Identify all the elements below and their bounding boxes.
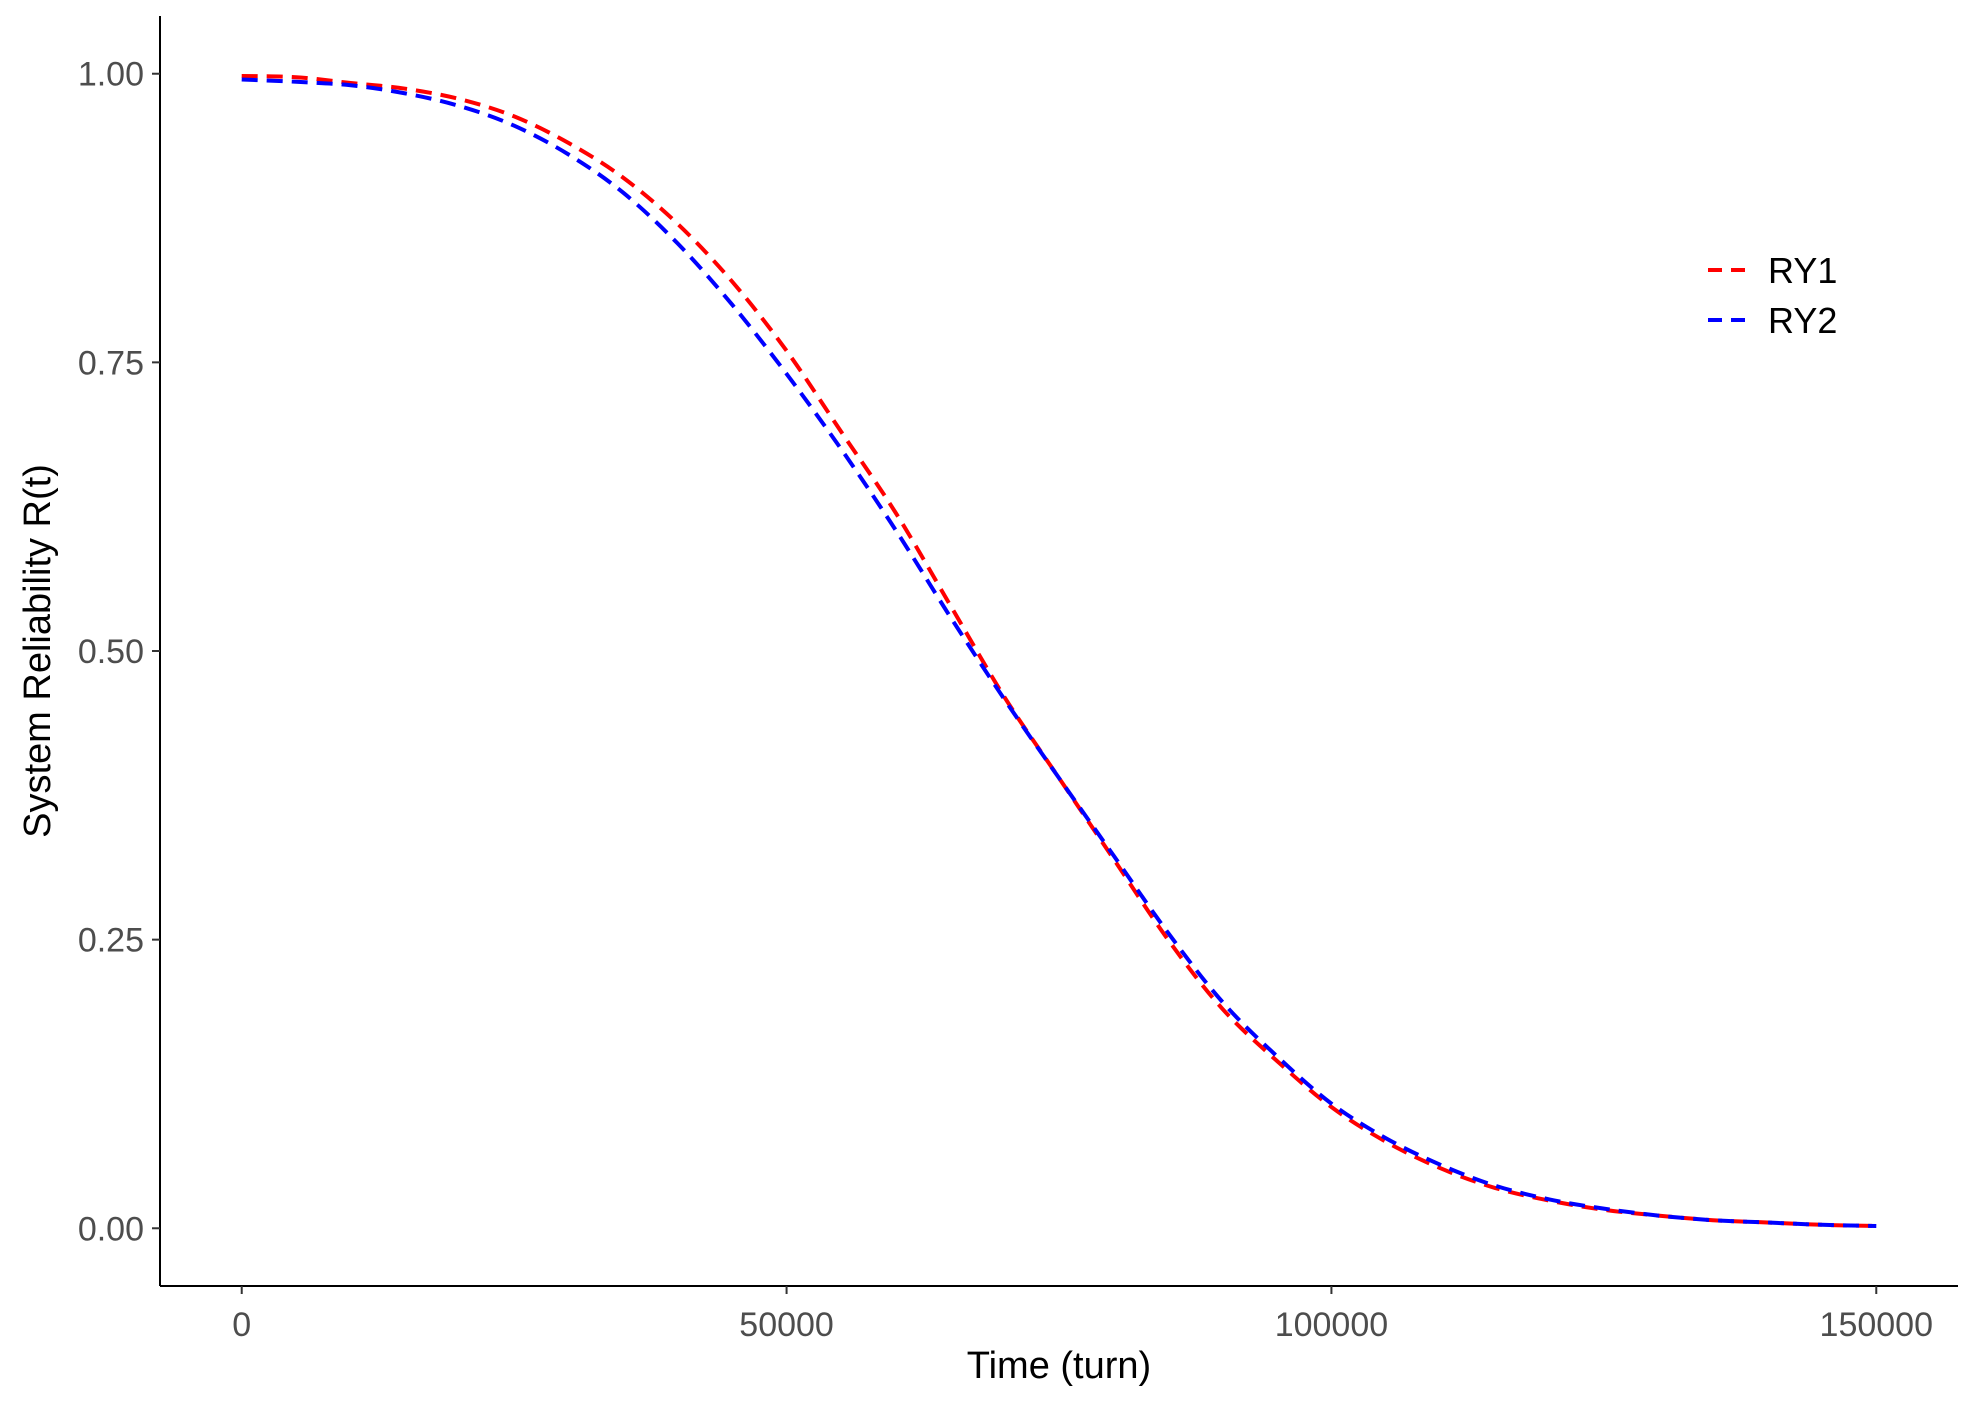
x-tick-label: 100000 <box>1275 1306 1388 1344</box>
y-tick-label: 0.25 <box>78 922 144 960</box>
legend: RY1 RY2 <box>1708 250 1837 341</box>
y-tick-label: 0.00 <box>78 1210 144 1248</box>
x-tick-label: 0 <box>232 1306 251 1344</box>
y-axis-ticks: 0.00 0.25 0.50 0.75 1.00 <box>78 56 160 1248</box>
series-lines <box>241 74 1877 1228</box>
legend-label-ry2: RY2 <box>1768 300 1837 341</box>
x-tick-label: 150000 <box>1820 1306 1933 1344</box>
x-axis-ticks: 0 50000 100000 150000 <box>232 1286 1933 1344</box>
y-tick-label: 0.75 <box>78 344 144 382</box>
legend-label-ry1: RY1 <box>1768 250 1837 291</box>
y-tick-label: 0.50 <box>78 633 144 671</box>
y-tick-label: 1.00 <box>78 56 144 94</box>
x-tick-label: 50000 <box>739 1306 834 1344</box>
series-line-ry2 <box>241 77 1877 1228</box>
x-axis-title: Time (turn) <box>967 1345 1151 1387</box>
y-axis-title: System Reliability R(t) <box>17 464 59 838</box>
series-line-ry1 <box>241 74 1877 1228</box>
